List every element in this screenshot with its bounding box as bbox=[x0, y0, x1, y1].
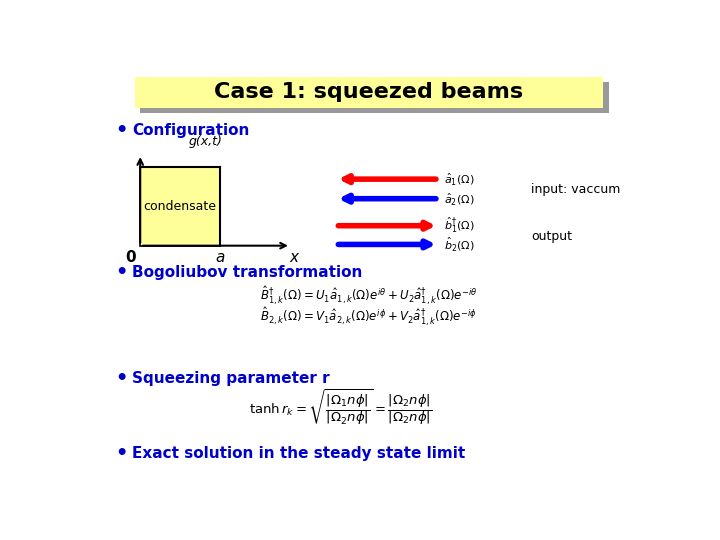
Text: output: output bbox=[531, 230, 572, 242]
Text: Configuration: Configuration bbox=[132, 123, 249, 138]
Bar bbox=[135, 77, 603, 109]
Text: Bogoliubov transformation: Bogoliubov transformation bbox=[132, 265, 362, 280]
Text: Exact solution in the steady state limit: Exact solution in the steady state limit bbox=[132, 446, 465, 461]
Text: •: • bbox=[115, 369, 127, 388]
Text: x: x bbox=[289, 250, 298, 265]
Text: a: a bbox=[215, 250, 225, 265]
Text: $\hat{a}_2(\Omega)$: $\hat{a}_2(\Omega)$ bbox=[444, 191, 474, 207]
Text: input: vaccum: input: vaccum bbox=[531, 183, 620, 196]
Bar bbox=[140, 167, 220, 246]
Text: •: • bbox=[115, 263, 127, 282]
Text: $\hat{B}_{2,k}(\Omega)=V_1\hat{a}_{2,k}(\Omega)e^{i\phi}+V_2\hat{a}_{1,k}^{\dagg: $\hat{B}_{2,k}(\Omega)=V_1\hat{a}_{2,k}(… bbox=[261, 305, 477, 328]
Text: $\hat{a}_1(\Omega)$: $\hat{a}_1(\Omega)$ bbox=[444, 171, 474, 187]
Text: g(x,t): g(x,t) bbox=[189, 135, 222, 148]
Text: $\hat{b}_2(\Omega)$: $\hat{b}_2(\Omega)$ bbox=[444, 235, 475, 253]
Text: condensate: condensate bbox=[143, 200, 217, 213]
Text: $\tanh r_k = \sqrt{\dfrac{|\Omega_1 n\phi|}{|\Omega_2 n\phi|}} = \dfrac{|\Omega_: $\tanh r_k = \sqrt{\dfrac{|\Omega_1 n\ph… bbox=[249, 388, 433, 428]
Text: •: • bbox=[115, 444, 127, 463]
Text: •: • bbox=[115, 121, 127, 140]
Text: $\hat{B}_{1,k}^{\dagger}(\Omega)=U_1\hat{a}_{1,k}(\Omega)e^{i\theta}+U_2\hat{a}_: $\hat{B}_{1,k}^{\dagger}(\Omega)=U_1\hat… bbox=[260, 284, 478, 307]
Text: Case 1: squeezed beams: Case 1: squeezed beams bbox=[215, 82, 523, 102]
Text: 0: 0 bbox=[125, 250, 135, 265]
Text: Squeezing parameter r: Squeezing parameter r bbox=[132, 371, 330, 386]
Bar bbox=[140, 82, 609, 113]
Text: $\hat{b}_1^{\dagger}(\Omega)$: $\hat{b}_1^{\dagger}(\Omega)$ bbox=[444, 216, 475, 235]
